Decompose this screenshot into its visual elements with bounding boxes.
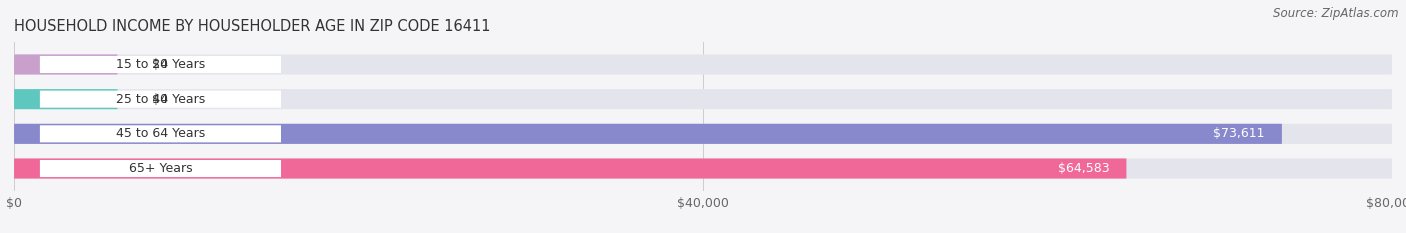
FancyBboxPatch shape	[14, 158, 1392, 178]
FancyBboxPatch shape	[39, 125, 281, 142]
FancyBboxPatch shape	[39, 91, 281, 108]
FancyBboxPatch shape	[39, 160, 281, 177]
FancyBboxPatch shape	[14, 89, 1392, 109]
Text: $0: $0	[152, 58, 167, 71]
FancyBboxPatch shape	[39, 56, 281, 73]
Text: 65+ Years: 65+ Years	[128, 162, 193, 175]
Text: HOUSEHOLD INCOME BY HOUSEHOLDER AGE IN ZIP CODE 16411: HOUSEHOLD INCOME BY HOUSEHOLDER AGE IN Z…	[14, 19, 491, 34]
Text: $73,611: $73,611	[1213, 127, 1264, 140]
FancyBboxPatch shape	[14, 89, 118, 109]
FancyBboxPatch shape	[14, 55, 1392, 75]
FancyBboxPatch shape	[14, 124, 1282, 144]
FancyBboxPatch shape	[14, 158, 1126, 178]
Text: 15 to 24 Years: 15 to 24 Years	[115, 58, 205, 71]
Text: Source: ZipAtlas.com: Source: ZipAtlas.com	[1274, 7, 1399, 20]
FancyBboxPatch shape	[14, 124, 1392, 144]
Text: $0: $0	[152, 93, 167, 106]
FancyBboxPatch shape	[14, 55, 118, 75]
Text: 45 to 64 Years: 45 to 64 Years	[115, 127, 205, 140]
Text: $64,583: $64,583	[1057, 162, 1109, 175]
Text: 25 to 44 Years: 25 to 44 Years	[115, 93, 205, 106]
